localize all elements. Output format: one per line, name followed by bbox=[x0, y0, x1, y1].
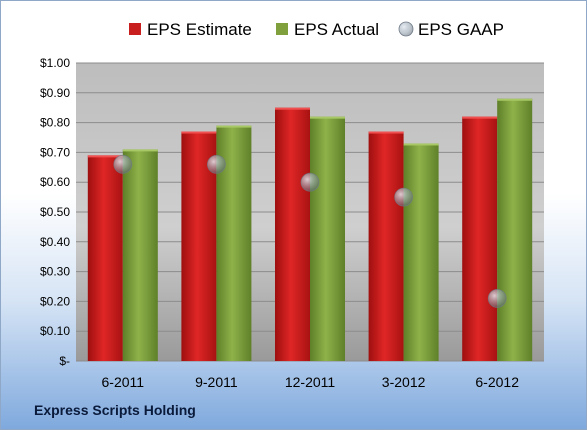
actual-bar-top bbox=[497, 98, 533, 101]
legend: EPS Estimate EPS Actual EPS GAAP bbox=[129, 20, 504, 39]
y-tick-label: $0.70 bbox=[40, 145, 70, 159]
y-axis-ticks: $- $0.10 $0.20 $0.30 $0.40 $0.50 $0.60 $0.70 $0.… bbox=[40, 56, 70, 368]
y-tick-label: $1.00 bbox=[40, 56, 70, 70]
legend-swatch bbox=[276, 23, 288, 35]
estimate-bar bbox=[87, 155, 123, 361]
x-category-label: 6-2011 bbox=[102, 374, 145, 390]
x-category-label: 3-2012 bbox=[382, 374, 426, 390]
y-tick-label: $0.10 bbox=[40, 324, 70, 338]
legend-label: EPS GAAP bbox=[418, 20, 504, 39]
estimate-bar-top bbox=[275, 107, 310, 110]
estimate-bar bbox=[462, 116, 498, 361]
y-tick-label: $0.40 bbox=[40, 235, 70, 249]
actual-bar bbox=[310, 116, 345, 361]
y-tick-label: $0.80 bbox=[40, 116, 70, 130]
legend-swatch bbox=[129, 23, 141, 35]
gaap-marker bbox=[487, 289, 507, 308]
actual-bar bbox=[497, 98, 533, 361]
actual-bar-top bbox=[310, 116, 345, 119]
legend-label: EPS Estimate bbox=[147, 20, 252, 39]
x-category-label: 6-2012 bbox=[475, 374, 519, 390]
estimate-bar bbox=[275, 107, 310, 361]
estimate-bar bbox=[368, 131, 404, 361]
estimate-bar-top bbox=[462, 116, 498, 119]
actual-bar bbox=[403, 143, 439, 361]
actual-bar-top bbox=[122, 149, 158, 152]
y-tick-label: $- bbox=[59, 354, 70, 368]
gaap-marker bbox=[300, 172, 320, 192]
y-tick-label: $0.30 bbox=[40, 265, 70, 279]
y-tick-label: $0.50 bbox=[40, 205, 70, 219]
estimate-bar-top bbox=[368, 131, 404, 134]
estimate-bar-top bbox=[87, 155, 123, 158]
legend-swatch bbox=[398, 21, 414, 37]
y-tick-label: $0.60 bbox=[40, 175, 70, 189]
x-axis-categories: 6-2011 9-2011 12-2011 3-2012 6-2012 bbox=[102, 374, 520, 390]
company-name: Express Scripts Holding bbox=[34, 402, 196, 418]
actual-bar-top bbox=[403, 143, 439, 146]
actual-bar bbox=[122, 149, 158, 361]
y-tick-label: $0.20 bbox=[40, 294, 70, 308]
y-tick-label: $0.90 bbox=[40, 86, 70, 100]
legend-label: EPS Actual bbox=[294, 20, 379, 39]
gaap-marker bbox=[113, 154, 133, 174]
x-category-label: 12-2011 bbox=[285, 374, 336, 390]
estimate-bar-top bbox=[181, 131, 217, 134]
bars bbox=[87, 98, 533, 361]
gaap-marker bbox=[206, 154, 226, 174]
gaap-markers bbox=[113, 154, 507, 308]
actual-bar-top bbox=[216, 125, 252, 128]
gaap-marker bbox=[394, 187, 414, 207]
x-category-label: 9-2011 bbox=[195, 374, 238, 390]
